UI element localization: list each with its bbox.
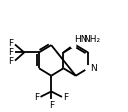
- Circle shape: [71, 43, 76, 48]
- Text: N: N: [90, 64, 97, 73]
- Circle shape: [86, 66, 90, 71]
- Text: F: F: [34, 93, 39, 102]
- Text: F: F: [63, 93, 69, 102]
- Text: HN: HN: [74, 35, 88, 44]
- Text: F: F: [8, 39, 13, 48]
- Text: NH₂: NH₂: [83, 35, 100, 44]
- Text: F: F: [8, 57, 13, 66]
- Text: F: F: [8, 48, 13, 57]
- Text: F: F: [49, 101, 54, 110]
